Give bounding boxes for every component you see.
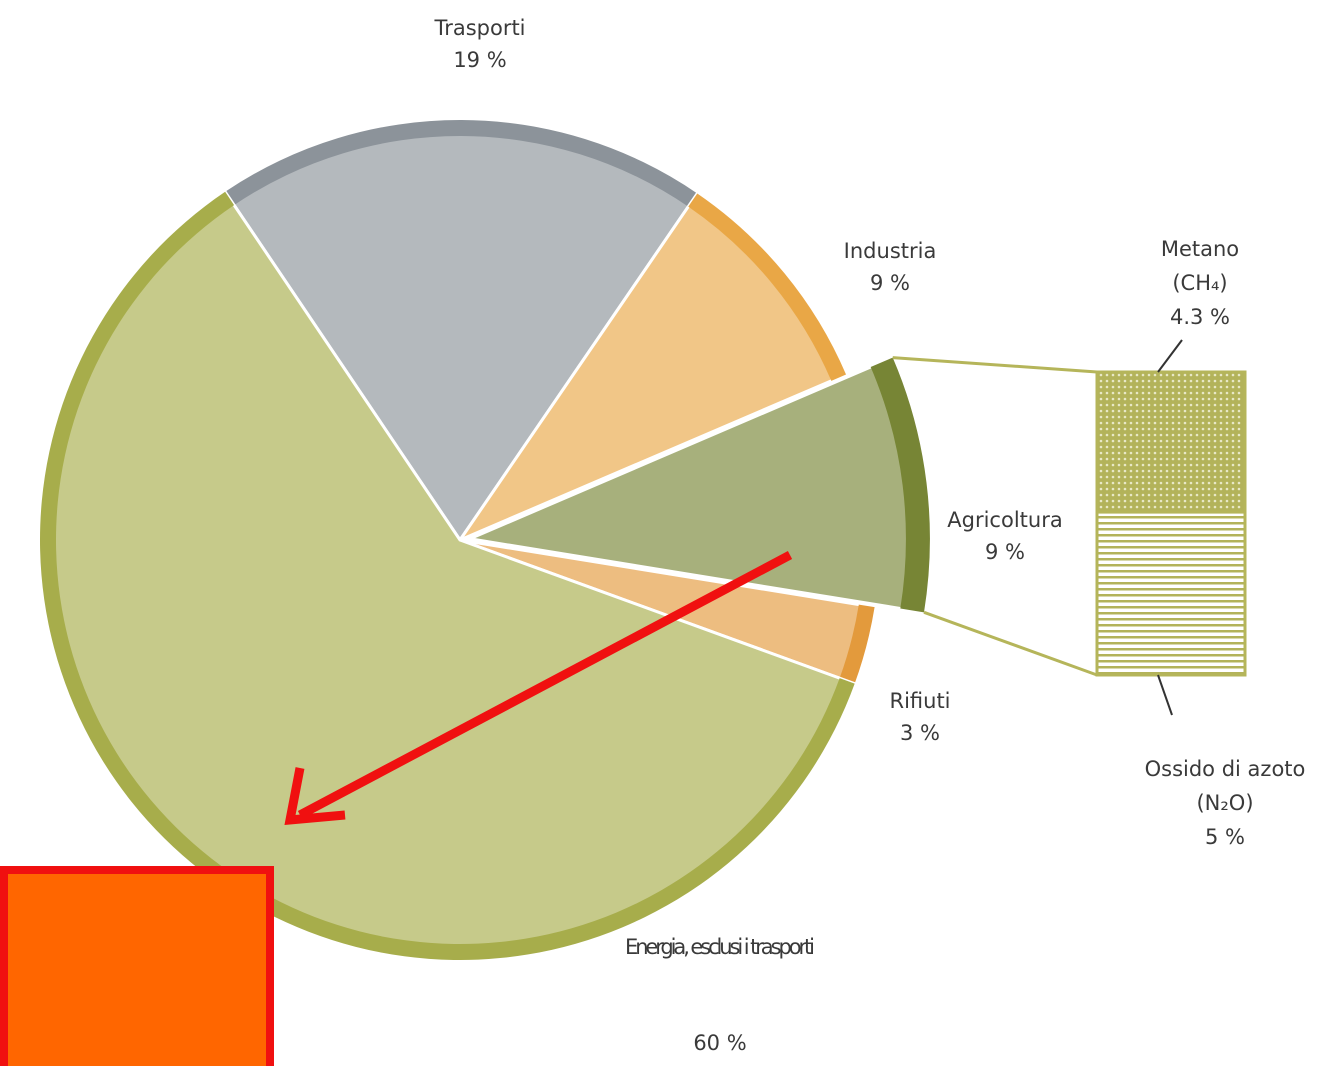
slice-label: Trasporti [433,16,525,40]
breakdown-formula: (CH₄) [1172,271,1227,295]
breakdown-value: 5 % [1205,825,1245,849]
arrow-head [284,767,346,826]
slice-ring [688,193,847,381]
slice-value: 60 % [693,1031,746,1055]
slice-label: Energia, esclusi i trasporti [625,935,815,959]
slice-ring [870,357,930,613]
breakdown-segment [1095,510,1247,677]
breakdown-formula: (N₂O) [1196,791,1253,815]
slice-fill [455,191,849,544]
pie [38,118,932,962]
slice-ring [225,119,698,207]
pie-slice [464,355,932,615]
pointer [1157,339,1183,373]
breakdown-value: 4.3 % [1170,305,1230,329]
slice-label: Rifiuti [889,689,950,713]
connector [892,356,1098,374]
arrow-line [297,551,793,819]
breakdown-label: Ossido di azoto [1145,757,1306,781]
pointer [1157,674,1173,716]
slice-value: 19 % [453,48,506,72]
breakdown-label: Metano [1161,237,1239,261]
connector [923,610,1098,677]
pie-slice [455,191,849,544]
annotation-box [0,866,274,1066]
breakdown-segment [1095,370,1247,514]
labels: Trasporti 19 % Industria 9 % Agricoltura 9 % R… [433,16,1062,1055]
slice-label: Agricoltura [947,508,1062,532]
slice-ring [839,604,875,684]
slice-value: 9 % [870,271,910,295]
slice-value: 3 % [900,721,940,745]
slice-label: Industria [844,239,937,263]
pie-slice [223,118,700,543]
slice-value: 9 % [985,540,1025,564]
